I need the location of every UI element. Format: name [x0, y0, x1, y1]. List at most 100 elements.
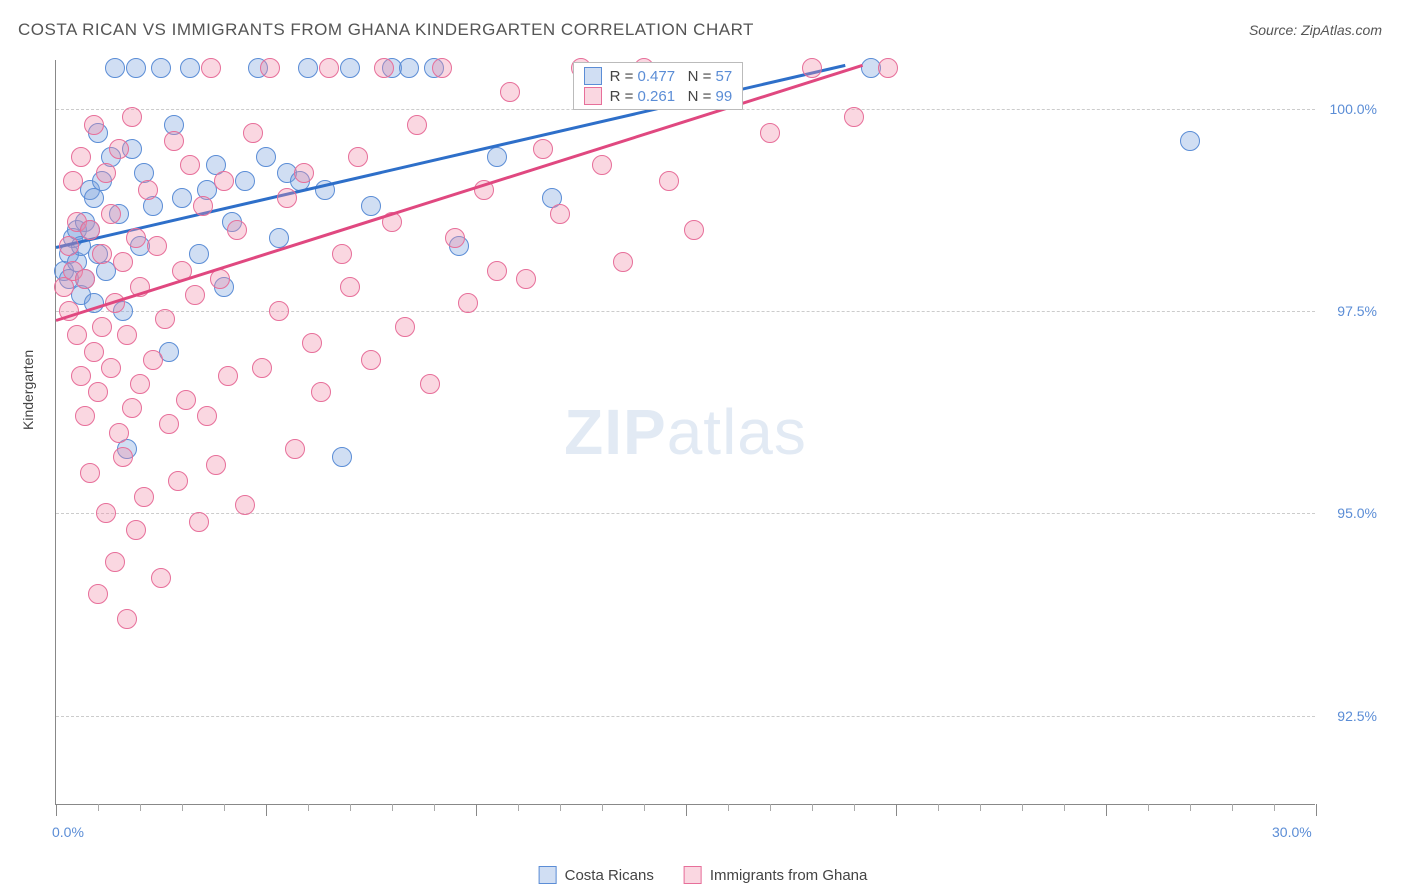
- scatter-point-ghana: [277, 188, 297, 208]
- legend-bottom: Costa Ricans Immigrants from Ghana: [539, 866, 868, 884]
- x-tick-minor: [98, 804, 99, 811]
- scatter-point-ghana: [101, 204, 121, 224]
- scatter-point-costa: [256, 147, 276, 167]
- chart-title: COSTA RICAN VS IMMIGRANTS FROM GHANA KIN…: [18, 20, 754, 40]
- legend-swatch: [684, 866, 702, 884]
- x-tick-minor: [1232, 804, 1233, 811]
- x-tick-minor: [1148, 804, 1149, 811]
- scatter-point-ghana: [374, 58, 394, 78]
- x-tick-minor: [602, 804, 603, 811]
- scatter-point-ghana: [407, 115, 427, 135]
- legend-swatch: [584, 87, 602, 105]
- legend-swatch: [539, 866, 557, 884]
- scatter-point-ghana: [235, 495, 255, 515]
- x-tick-label: 30.0%: [1272, 824, 1312, 840]
- scatter-point-ghana: [96, 503, 116, 523]
- scatter-point-costa: [172, 188, 192, 208]
- scatter-point-ghana: [458, 293, 478, 313]
- scatter-point-ghana: [193, 196, 213, 216]
- x-tick-minor: [728, 804, 729, 811]
- x-tick-minor: [938, 804, 939, 811]
- scatter-point-ghana: [63, 171, 83, 191]
- x-tick-minor: [518, 804, 519, 811]
- scatter-point-ghana: [844, 107, 864, 127]
- scatter-point-ghana: [168, 471, 188, 491]
- scatter-point-ghana: [84, 115, 104, 135]
- scatter-point-costa: [126, 58, 146, 78]
- legend-stats: R = 0.477 N = 57 R = 0.261 N = 99: [573, 62, 744, 110]
- x-tick-label: 0.0%: [52, 824, 84, 840]
- x-tick-major: [56, 804, 57, 816]
- scatter-point-costa: [298, 58, 318, 78]
- x-tick-major: [1316, 804, 1317, 816]
- scatter-point-ghana: [180, 155, 200, 175]
- x-tick-minor: [434, 804, 435, 811]
- scatter-point-ghana: [348, 147, 368, 167]
- scatter-point-costa: [105, 58, 125, 78]
- x-tick-minor: [560, 804, 561, 811]
- y-tick-label: 97.5%: [1337, 303, 1377, 319]
- scatter-point-ghana: [432, 58, 452, 78]
- scatter-point-ghana: [88, 584, 108, 604]
- scatter-point-ghana: [533, 139, 553, 159]
- scatter-point-ghana: [134, 487, 154, 507]
- x-tick-minor: [1190, 804, 1191, 811]
- scatter-point-ghana: [143, 350, 163, 370]
- scatter-point-ghana: [84, 342, 104, 362]
- scatter-point-costa: [1180, 131, 1200, 151]
- x-tick-minor: [140, 804, 141, 811]
- scatter-point-ghana: [802, 58, 822, 78]
- scatter-point-ghana: [878, 58, 898, 78]
- watermark-bold: ZIP: [564, 396, 667, 468]
- scatter-point-costa: [235, 171, 255, 191]
- x-tick-minor: [182, 804, 183, 811]
- watermark-light: atlas: [667, 396, 807, 468]
- plot-area: ZIPatlas 100.0%97.5%95.0%92.5%0.0%30.0%R…: [55, 60, 1315, 805]
- scatter-point-costa: [361, 196, 381, 216]
- scatter-point-costa: [332, 447, 352, 467]
- scatter-point-ghana: [340, 277, 360, 297]
- scatter-point-ghana: [71, 366, 91, 386]
- scatter-point-ghana: [227, 220, 247, 240]
- scatter-point-ghana: [659, 171, 679, 191]
- scatter-point-ghana: [80, 463, 100, 483]
- legend-stats-row: R = 0.477 N = 57: [584, 67, 733, 85]
- scatter-point-ghana: [80, 220, 100, 240]
- x-tick-major: [266, 804, 267, 816]
- scatter-point-costa: [151, 58, 171, 78]
- scatter-point-ghana: [122, 398, 142, 418]
- legend-stats-row: R = 0.261 N = 99: [584, 87, 733, 105]
- scatter-point-ghana: [613, 252, 633, 272]
- scatter-point-ghana: [151, 568, 171, 588]
- scatter-point-ghana: [109, 423, 129, 443]
- gridline: [56, 311, 1315, 312]
- scatter-point-ghana: [105, 552, 125, 572]
- scatter-point-ghana: [420, 374, 440, 394]
- source-label: Source: ZipAtlas.com: [1249, 22, 1382, 38]
- scatter-point-ghana: [155, 309, 175, 329]
- scatter-point-ghana: [59, 236, 79, 256]
- scatter-point-ghana: [197, 406, 217, 426]
- scatter-point-ghana: [122, 107, 142, 127]
- scatter-point-ghana: [500, 82, 520, 102]
- scatter-point-ghana: [75, 406, 95, 426]
- watermark: ZIPatlas: [564, 395, 807, 469]
- scatter-point-ghana: [395, 317, 415, 337]
- scatter-point-ghana: [214, 171, 234, 191]
- scatter-point-ghana: [550, 204, 570, 224]
- x-tick-major: [1106, 804, 1107, 816]
- scatter-point-costa: [399, 58, 419, 78]
- scatter-point-costa: [180, 58, 200, 78]
- scatter-point-ghana: [117, 325, 137, 345]
- x-tick-minor: [854, 804, 855, 811]
- scatter-point-ghana: [75, 269, 95, 289]
- legend-label: Costa Ricans: [565, 867, 654, 884]
- scatter-point-ghana: [126, 520, 146, 540]
- scatter-point-ghana: [92, 244, 112, 264]
- scatter-point-ghana: [684, 220, 704, 240]
- scatter-point-ghana: [92, 317, 112, 337]
- scatter-point-ghana: [88, 382, 108, 402]
- legend-item: Immigrants from Ghana: [684, 866, 868, 884]
- scatter-point-ghana: [260, 58, 280, 78]
- scatter-point-ghana: [109, 139, 129, 159]
